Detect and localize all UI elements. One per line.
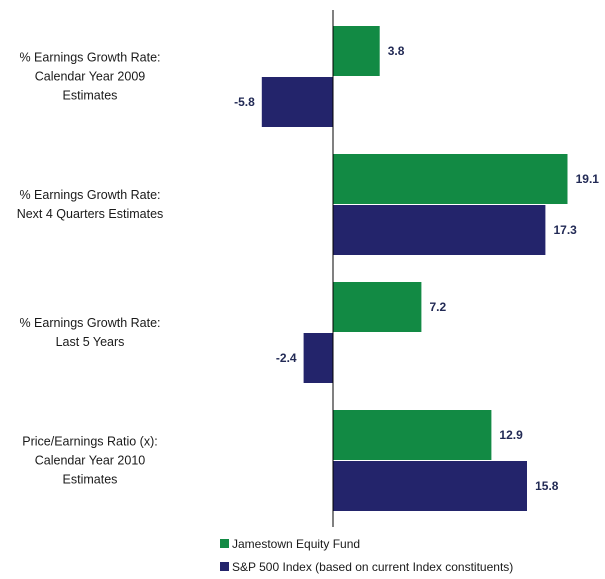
category-label-0: % Earnings Growth Rate: Calendar Year 200…: [19, 51, 160, 103]
value-label-sp500-0: -5.8: [234, 95, 255, 109]
category-label-line: Calendar Year 2010: [35, 454, 146, 468]
category-label-line: Last 5 Years: [56, 335, 125, 349]
bar-sp500-2: [303, 333, 334, 383]
bar-sp500-0: [261, 77, 333, 127]
bar-sp500-1: [333, 205, 546, 255]
legend-swatch-jamestown: [220, 539, 229, 548]
category-label-line: Calendar Year 2009: [35, 70, 146, 84]
bar-sp500-3: [333, 461, 527, 511]
value-label-sp500-2: -2.4: [276, 351, 297, 365]
legend-swatch-sp500: [220, 562, 229, 571]
value-label-jamestown-2: 7.2: [430, 300, 447, 314]
bars-group: [261, 26, 568, 511]
category-label-line: % Earnings Growth Rate:: [19, 316, 160, 330]
value-label-sp500-1: 17.3: [554, 223, 578, 237]
category-label-3: Price/Earnings Ratio (x): Calendar Year 2…: [22, 435, 157, 487]
legend: Jamestown Equity Fund S&P 500 Index (base…: [220, 537, 513, 574]
category-label-line: Estimates: [63, 89, 118, 103]
category-label-line: % Earnings Growth Rate:: [19, 51, 160, 65]
bar-jamestown-3: [333, 410, 492, 460]
value-label-sp500-3: 15.8: [535, 479, 559, 493]
category-label-1: % Earnings Growth Rate: Next 4 Quarters E…: [17, 188, 164, 221]
bar-jamestown-2: [333, 282, 422, 332]
bar-jamestown-1: [333, 154, 568, 204]
bar-jamestown-0: [333, 26, 380, 76]
category-label-line: Price/Earnings Ratio (x):: [22, 435, 157, 449]
legend-label-jamestown: Jamestown Equity Fund: [232, 537, 360, 551]
category-label-2: % Earnings Growth Rate: Last 5 Years: [19, 316, 160, 349]
value-label-jamestown-0: 3.8: [388, 44, 405, 58]
value-labels-group: 3.8 -5.8 19.1 17.3 7.2 -2.4 12.9 15.8: [234, 44, 599, 493]
category-labels-group: % Earnings Growth Rate: Calendar Year 200…: [17, 51, 164, 487]
value-label-jamestown-1: 19.1: [576, 172, 600, 186]
category-label-line: Estimates: [63, 473, 118, 487]
legend-label-sp500: S&P 500 Index (based on current Index co…: [232, 560, 513, 574]
category-label-line: % Earnings Growth Rate:: [19, 188, 160, 202]
value-label-jamestown-3: 12.9: [499, 428, 523, 442]
category-label-line: Next 4 Quarters Estimates: [17, 207, 164, 221]
